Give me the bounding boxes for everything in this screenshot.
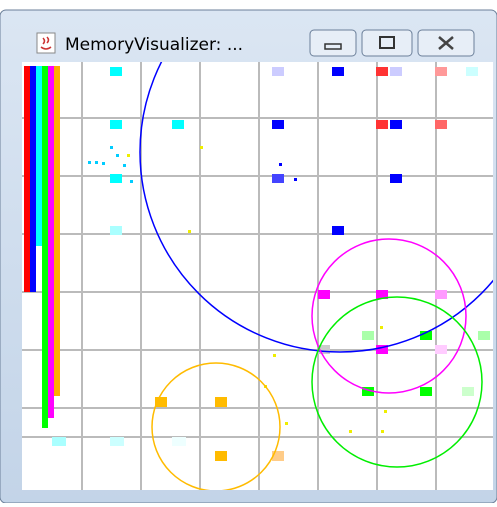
maximize-button[interactable] bbox=[361, 29, 413, 57]
window-title: MemoryVisualizer: ... bbox=[65, 35, 243, 55]
minimize-button[interactable] bbox=[309, 29, 357, 57]
squares bbox=[52, 67, 490, 461]
close-button[interactable] bbox=[417, 29, 475, 57]
app-icon bbox=[36, 32, 56, 54]
canvas bbox=[22, 62, 493, 490]
circles bbox=[139, 62, 493, 490]
visualization bbox=[22, 62, 493, 490]
grid bbox=[22, 62, 493, 490]
bars bbox=[24, 66, 60, 428]
